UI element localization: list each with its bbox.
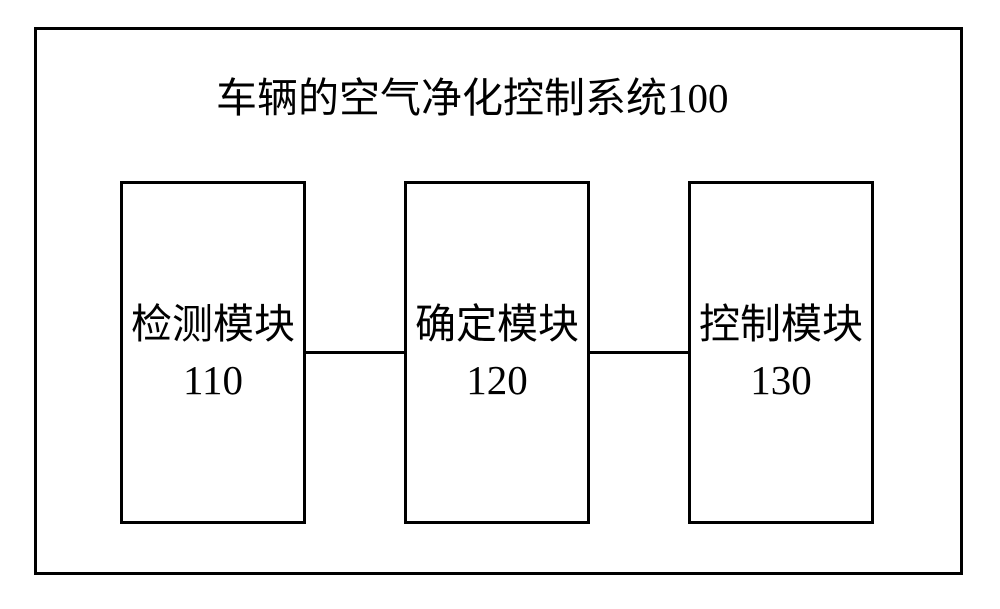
system-title: 车辆的空气净化控制系统100 (216, 64, 729, 124)
connector-detect-determine (306, 351, 404, 354)
module-control-label: 控制模块130 (691, 297, 871, 408)
module-detect-label: 检测模块110 (123, 297, 303, 408)
diagram-canvas: 车辆的空气净化控制系统100 检测模块110 确定模块120 控制模块130 (0, 0, 1000, 609)
module-control: 控制模块130 (688, 181, 874, 524)
module-determine-label: 确定模块120 (407, 297, 587, 408)
connector-determine-control (590, 351, 688, 354)
module-detect: 检测模块110 (120, 181, 306, 524)
module-determine: 确定模块120 (404, 181, 590, 524)
